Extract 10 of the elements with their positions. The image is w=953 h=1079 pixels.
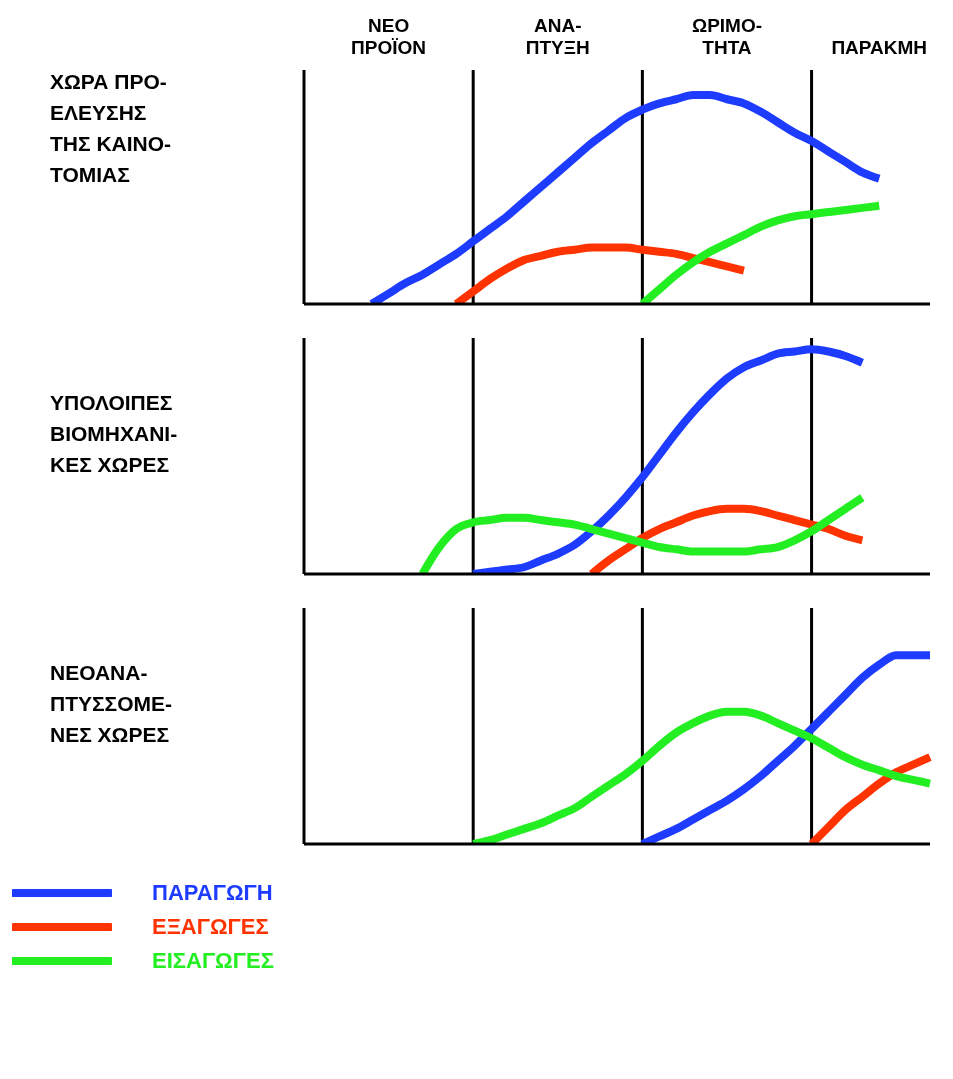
y-axis-title: ΧΩΡΑ ΠΡΟ- ΕΛΕΥΣΗΣ ΤΗΣ ΚΑΙΝΟ- ΤΟΜΙΑΣ <box>49 69 173 188</box>
x-tick-label: ΩΡΙΜΟ- ΤΗΤΑ <box>691 15 763 58</box>
legend-label: ΕΙΣΑΓΩΓΕΣ <box>152 948 274 974</box>
y-axis-title: ΥΠΟΛΟΙΠΕΣ ΒΙΟΜΗΧΑΝΙ- ΚΕΣ ΧΩΡΕΣ <box>49 389 179 478</box>
x-tick-label: ΑΝΑ- ΠΤΥΞΗ <box>525 15 590 58</box>
x-tick-label: ΝΕΟ ΠΡΟΪΟΝ <box>351 15 427 58</box>
x-tick-label: ΠΑΡΑΚΜΗ <box>831 37 928 58</box>
y-axis-title: ΝΕΟΑΝΑ- ΠΤΥΣΣΟΜΕ- ΝΕΣ ΧΩΡΕΣ <box>49 659 174 748</box>
legend-label: ΠΑΡΑΓΩΓΗ <box>152 880 273 906</box>
legend-label: ΕΞΑΓΩΓΕΣ <box>152 914 269 940</box>
